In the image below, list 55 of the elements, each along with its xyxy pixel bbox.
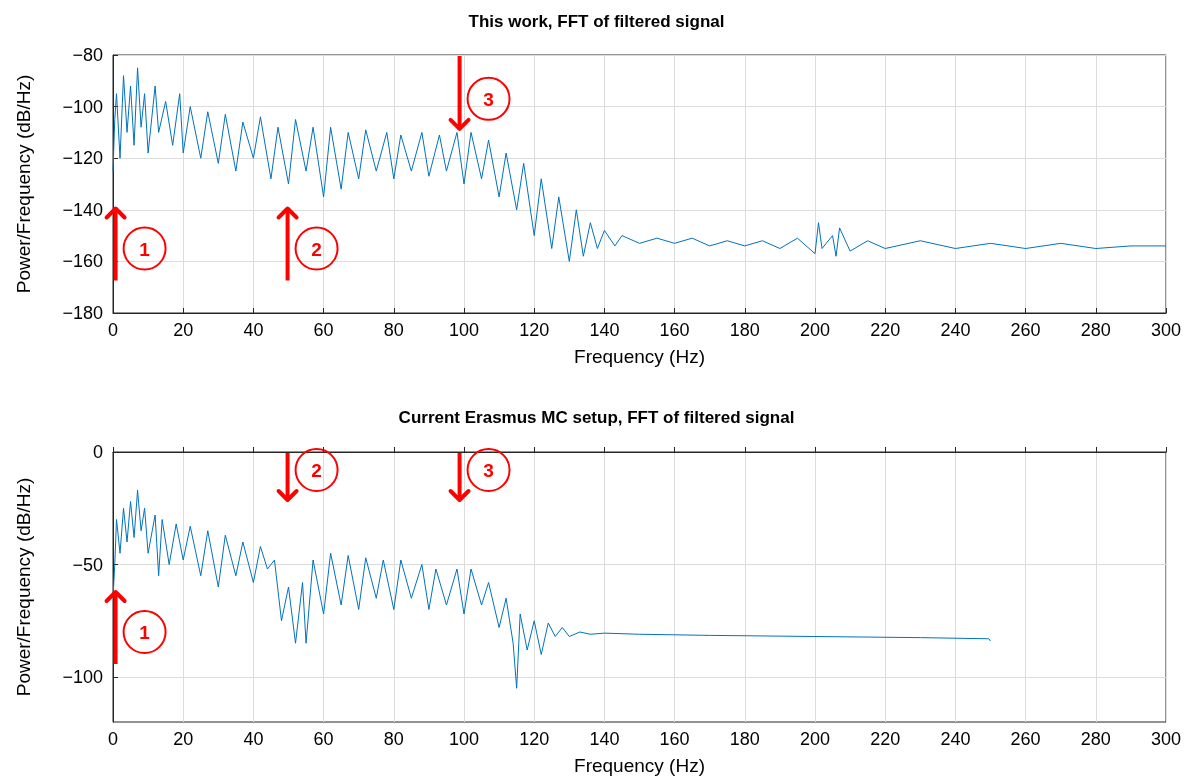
x-tick-label: 100 [448, 320, 480, 340]
x-axis-title: Frequency (Hz) [574, 346, 705, 367]
x-tick-label: 60 [313, 729, 334, 749]
x-tick-label: 220 [870, 729, 901, 749]
x-tick-label: 300 [1150, 320, 1182, 340]
annotation: 1 [139, 238, 151, 260]
annotation: 3 [483, 88, 494, 110]
x-tick-label: 240 [940, 320, 971, 340]
y-tick-label: −80 [72, 45, 103, 65]
annotation: 2 [311, 460, 322, 481]
annotation: 3 [483, 460, 494, 481]
x-tick-label: 0 [107, 729, 119, 749]
x-tick-label: 140 [589, 729, 620, 749]
y-tick-label: −160 [62, 251, 103, 272]
line-series [112, 67, 1167, 262]
y-tick-label: −120 [62, 148, 103, 169]
x-tick-label: 280 [1080, 729, 1111, 749]
annotation: 2 [311, 238, 322, 260]
y-tick-label: −50 [72, 554, 103, 575]
x-tick-label: 40 [243, 320, 264, 340]
x-tick-label: 20 [173, 729, 194, 749]
x-tick-label: 80 [383, 320, 404, 340]
annotation: 1 [139, 622, 151, 643]
x-tick-label: 120 [519, 729, 550, 749]
chart-title: This work, FFT of filtered signal [468, 12, 725, 31]
y-axis-title: Power/Frequency (dB/Hz) [13, 74, 34, 294]
x-tick-label: 60 [313, 320, 334, 340]
x-tick-label: 280 [1080, 320, 1111, 340]
x-tick-label: 100 [448, 729, 480, 749]
x-tick-label: 160 [659, 320, 690, 340]
x-tick-label: 80 [383, 729, 404, 749]
x-tick-label: 160 [659, 729, 690, 749]
y-tick-label: 0 [92, 442, 103, 462]
x-tick-label: 20 [173, 320, 194, 340]
x-tick-label: 120 [519, 320, 550, 340]
x-tick-label: 300 [1150, 729, 1182, 749]
x-tick-label: 180 [729, 729, 760, 749]
chart-title: Current Erasmus MC setup, FFT of filtered signal [398, 408, 795, 427]
x-axis-title: Frequency (Hz) [574, 755, 705, 776]
x-tick-label: 40 [243, 729, 264, 749]
y-tick-label: −140 [62, 199, 103, 220]
x-tick-label: 180 [729, 320, 760, 340]
y-axis-title: Power/Frequency (dB/Hz) [13, 477, 34, 697]
x-tick-label: 140 [589, 320, 620, 340]
x-tick-label: 240 [940, 729, 971, 749]
y-tick-label: −100 [62, 96, 103, 117]
y-tick-label: −100 [62, 667, 103, 687]
y-tick-label: −180 [62, 303, 103, 323]
line-series [112, 489, 991, 689]
x-tick-label: 0 [107, 320, 119, 340]
x-tick-label: 260 [1010, 320, 1041, 340]
x-tick-label: 260 [1010, 729, 1041, 749]
x-tick-label: 200 [799, 320, 831, 340]
x-tick-label: 200 [799, 729, 831, 749]
x-tick-label: 220 [870, 320, 901, 340]
